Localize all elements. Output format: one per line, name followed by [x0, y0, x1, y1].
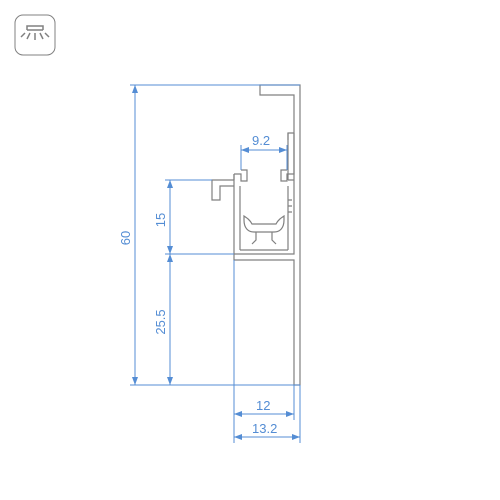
dim-label: 13.2 [252, 421, 277, 436]
dim-label: 9.2 [252, 133, 270, 148]
dim-9-2: 9.2 [241, 133, 287, 170]
technical-drawing: 9.2 60 15 25.5 12 [0, 0, 500, 500]
dim-label: 15 [153, 213, 168, 227]
dim-label: 25.5 [153, 309, 168, 334]
dim-15: 15 [153, 180, 234, 254]
profile-section [212, 85, 300, 385]
dim-60: 60 [118, 85, 300, 385]
dim-25-5: 25.5 [153, 254, 173, 385]
dim-label: 60 [118, 231, 133, 245]
dim-12: 12 [234, 260, 294, 420]
downlight-icon [15, 15, 55, 55]
dim-label: 12 [256, 398, 270, 413]
